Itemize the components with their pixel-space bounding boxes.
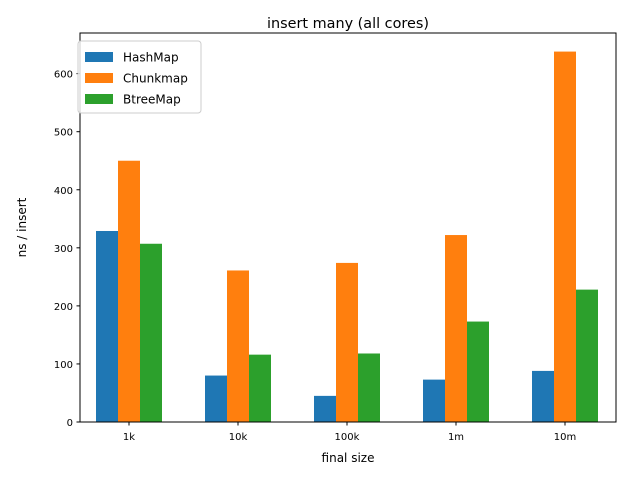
bar-chunkmap-10m — [554, 51, 576, 423]
y-tick-label: 400 — [54, 186, 73, 197]
x-tick-label: 1m — [448, 432, 464, 443]
y-axis-label: ns / insert — [15, 197, 29, 257]
bar-hashmap-1k — [96, 230, 118, 422]
x-tick-label: 10m — [554, 432, 576, 443]
bar-btreemap-1m — [467, 321, 489, 422]
legend-label-chunkmap: Chunkmap — [123, 72, 188, 86]
plot-frame — [79, 32, 617, 423]
bars-group — [96, 51, 598, 423]
bar-chunkmap-1m — [445, 235, 467, 422]
y-tick-label: 600 — [54, 70, 73, 81]
legend-label-hashmap: HashMap — [123, 51, 179, 65]
bar-hashmap-1m — [423, 379, 445, 422]
legend-label-btreemap: BtreeMap — [123, 93, 181, 107]
y-tick-label: 500 — [54, 128, 73, 139]
y-tick-label: 200 — [54, 302, 73, 313]
x-axis-label: final size — [322, 451, 375, 465]
legend: HashMap Chunkmap BtreeMap — [77, 40, 202, 114]
chart-title: insert many (all cores) — [267, 16, 429, 32]
bar-hashmap-10k — [205, 375, 227, 422]
bar-hashmap-10m — [532, 370, 554, 422]
x-tick-label: 10k — [229, 432, 248, 443]
y-axis: 0 100 200 300 400 500 600 — [54, 70, 80, 429]
bar-hashmap-100k — [314, 395, 336, 422]
x-tick-label: 100k — [335, 432, 360, 443]
bar-btreemap-100k — [358, 353, 380, 422]
x-tick-label: 1k — [123, 432, 135, 443]
legend-swatch-btreemap — [85, 94, 113, 104]
bar-btreemap-10k — [249, 354, 271, 422]
bar-chunkmap-1k — [118, 160, 140, 423]
x-axis: 1k 10k 100k 1m 10m — [123, 422, 576, 443]
bar-btreemap-1k — [140, 243, 162, 422]
bar-chunkmap-10k — [227, 270, 249, 422]
legend-swatch-hashmap — [85, 52, 113, 62]
y-tick-label: 300 — [54, 244, 73, 255]
bar-btreemap-10m — [576, 289, 598, 422]
y-tick-label: 100 — [54, 360, 73, 371]
bar-chunkmap-100k — [336, 262, 358, 422]
y-tick-label: 0 — [67, 418, 73, 429]
legend-swatch-chunkmap — [85, 73, 113, 83]
